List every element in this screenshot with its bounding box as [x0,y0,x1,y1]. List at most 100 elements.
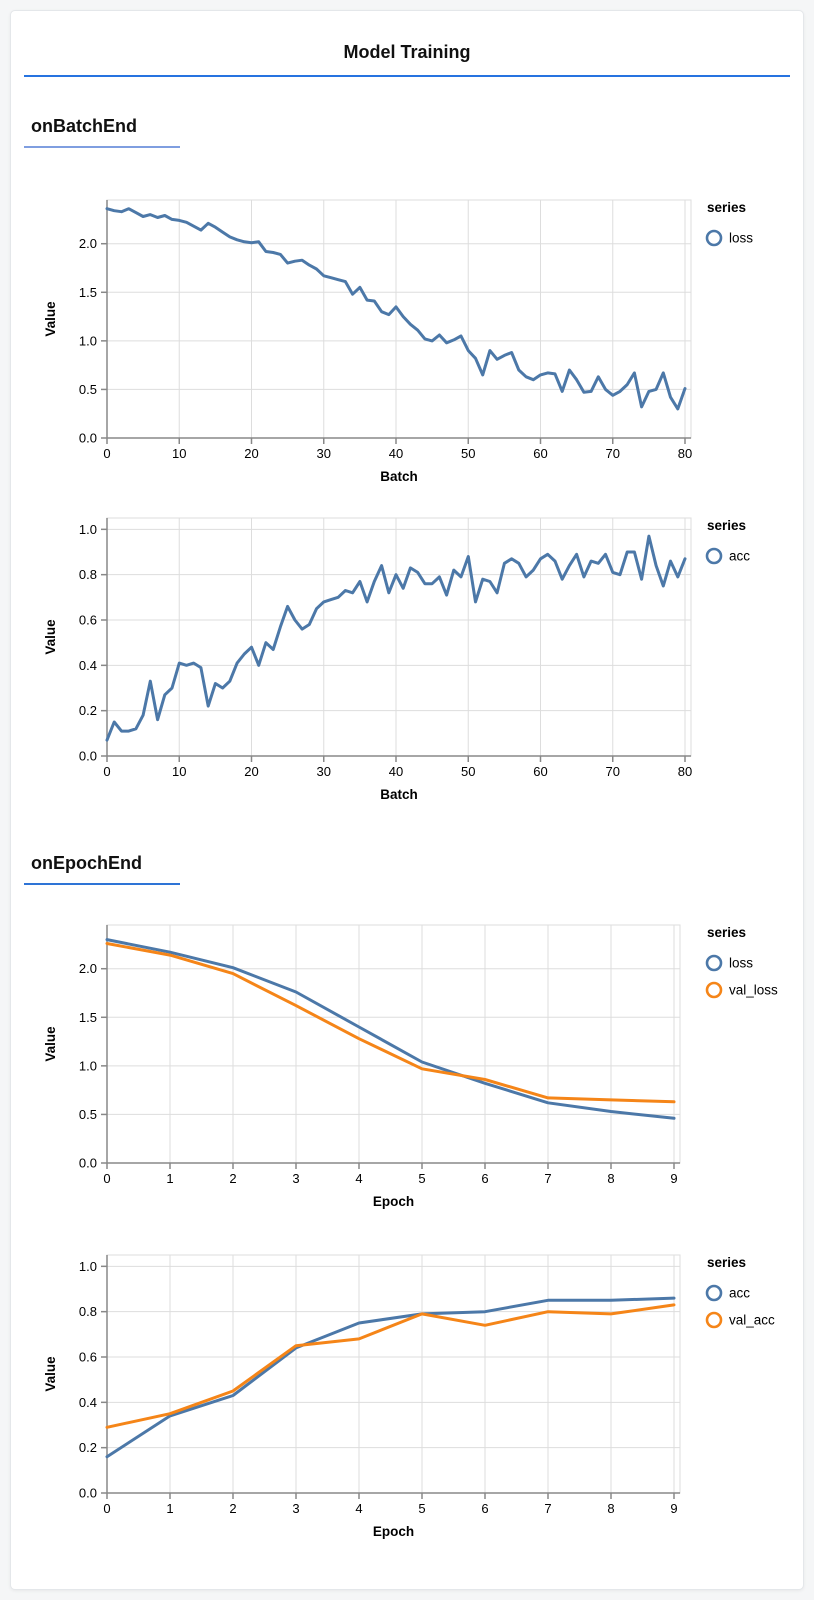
svg-text:6: 6 [481,1171,488,1186]
svg-text:Epoch: Epoch [373,1194,414,1209]
legend-label-loss: loss [729,231,753,246]
svg-text:5: 5 [418,1171,425,1186]
svg-text:8: 8 [607,1501,614,1516]
svg-text:70: 70 [606,446,620,461]
svg-text:2: 2 [229,1501,236,1516]
svg-text:9: 9 [670,1171,677,1186]
legend-marker-val_acc [705,1311,723,1329]
series-line-acc [105,1296,676,1459]
svg-text:60: 60 [533,764,547,779]
svg-text:series: series [707,925,746,940]
legend-marker-acc [705,1284,723,1302]
plot-area [106,517,692,757]
legend-label-loss: loss [729,956,753,971]
axes: 0.0 0.5 1.0 1.5 2.0 0 10 20 30 40 50 60 70 80 Batch Val… [43,200,692,484]
series-line-acc [105,534,687,742]
svg-text:0.0: 0.0 [79,431,97,446]
section-underline-onepochend [24,883,180,885]
svg-text:7: 7 [544,1501,551,1516]
svg-text:0.5: 0.5 [79,382,97,397]
svg-text:0.0: 0.0 [79,749,97,764]
chart-epoch-loss-valloss: 0.0 0.5 1.0 1.5 2.0 0 1 2 3 4 5 6 7 8 9 Epoch Value serie… [43,924,778,1209]
svg-text:Epoch: Epoch [373,1524,414,1539]
svg-text:10: 10 [172,764,186,779]
svg-text:0.4: 0.4 [79,1395,97,1410]
section-underline-onbatchend [24,146,180,148]
svg-text:series: series [707,200,746,215]
svg-text:0: 0 [103,1171,110,1186]
svg-text:1.0: 1.0 [79,333,97,348]
svg-text:2.0: 2.0 [79,961,97,976]
svg-text:4: 4 [355,1171,362,1186]
svg-text:1.0: 1.0 [79,1058,97,1073]
svg-text:2: 2 [229,1171,236,1186]
legend: series loss [705,200,753,247]
series-line-val_loss [105,942,676,1104]
svg-text:Value: Value [43,301,58,337]
svg-text:70: 70 [606,764,620,779]
legend: series loss val_loss [705,925,778,999]
svg-text:7: 7 [544,1171,551,1186]
legend: series acc val_acc [705,1255,775,1329]
series-line-val_acc [105,1303,676,1429]
svg-text:8: 8 [607,1171,614,1186]
legend-label-val_loss: val_loss [729,983,778,998]
svg-text:9: 9 [670,1501,677,1516]
svg-text:Value: Value [43,1026,58,1062]
title-divider [24,75,790,77]
svg-text:1.0: 1.0 [79,522,97,537]
svg-text:4: 4 [355,1501,362,1516]
svg-text:1: 1 [166,1171,173,1186]
section-heading-onbatchend: onBatchEnd [31,116,137,136]
svg-text:2.0: 2.0 [79,236,97,251]
svg-text:0.2: 0.2 [79,1440,97,1455]
axes: 0.0 0.2 0.4 0.6 0.8 1.0 0 10 20 30 40 50 60 70 80 Batch… [43,518,692,802]
svg-text:0: 0 [103,1501,110,1516]
svg-text:6: 6 [481,1501,488,1516]
svg-text:1.5: 1.5 [79,1010,97,1025]
legend-marker-acc [705,547,723,565]
svg-text:series: series [707,518,746,533]
svg-text:Value: Value [43,1356,58,1392]
svg-text:0.8: 0.8 [79,567,97,582]
svg-text:30: 30 [317,446,331,461]
svg-text:20: 20 [244,446,258,461]
svg-text:1.5: 1.5 [79,285,97,300]
svg-text:80: 80 [678,446,692,461]
svg-text:60: 60 [533,446,547,461]
section-heading-onepochend: onEpochEnd [31,853,142,873]
legend-label-acc: acc [729,549,750,564]
svg-text:50: 50 [461,764,475,779]
legend-marker-loss [705,954,723,972]
svg-text:Batch: Batch [380,469,418,484]
svg-text:20: 20 [244,764,258,779]
svg-text:1: 1 [166,1501,173,1516]
svg-text:0.5: 0.5 [79,1107,97,1122]
plot-area [106,1254,681,1494]
svg-text:40: 40 [389,764,403,779]
svg-text:Value: Value [43,619,58,655]
chart-batch-acc: 0.0 0.2 0.4 0.6 0.8 1.0 0 10 20 30 40 50 60 70 80 Batch… [43,517,750,802]
axes: 0.0 0.2 0.4 0.6 0.8 1.0 0 1 2 3 4 5 6 7 8 9 Epoch Value [43,1255,680,1539]
legend-label-val_acc: val_acc [729,1313,775,1328]
legend: series acc [705,518,750,565]
series-line-loss [105,938,676,1120]
svg-text:0.2: 0.2 [79,703,97,718]
svg-text:0: 0 [103,446,110,461]
svg-text:80: 80 [678,764,692,779]
svg-text:0.0: 0.0 [79,1486,97,1501]
legend-marker-val_loss [705,981,723,999]
svg-text:series: series [707,1255,746,1270]
svg-text:0.4: 0.4 [79,658,97,673]
legend-label-acc: acc [729,1286,750,1301]
legend-marker-loss [705,229,723,247]
svg-text:5: 5 [418,1501,425,1516]
svg-text:50: 50 [461,446,475,461]
svg-text:0.0: 0.0 [79,1156,97,1171]
svg-text:30: 30 [317,764,331,779]
svg-text:3: 3 [292,1501,299,1516]
svg-text:10: 10 [172,446,186,461]
visor-panel: Model Training onBatchEnd 0.0 0.5 1.0 1.5 2.… [10,10,804,1590]
svg-text:0: 0 [103,764,110,779]
plot-area [106,199,692,439]
